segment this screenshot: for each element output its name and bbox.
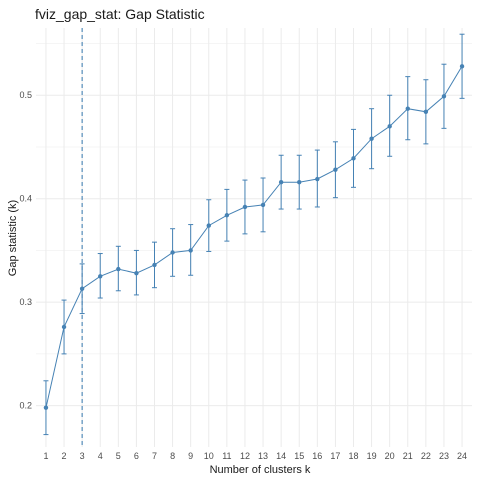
data-point-8 — [170, 250, 175, 255]
y-tick-labels: 0.2 0.3 0.4 0.5 — [19, 90, 32, 410]
x-tick-label-19: 20 — [385, 451, 395, 461]
x-tick-label-0: 1 — [43, 451, 48, 461]
x-tick-label-1: 2 — [62, 451, 67, 461]
grid-lines — [36, 28, 472, 447]
data-point-18 — [351, 156, 356, 161]
data-point-14 — [278, 179, 284, 185]
x-tick-label-11: 12 — [240, 451, 250, 461]
x-tick-label-14: 15 — [294, 451, 304, 461]
data-point-5 — [116, 266, 121, 272]
x-tick-label-6: 7 — [152, 451, 157, 461]
y-tick-label-2: 0.4 — [19, 194, 32, 204]
x-axis-title: Number of clusters k — [210, 464, 311, 476]
data-point-10 — [206, 223, 211, 228]
x-tick-label-17: 18 — [348, 451, 358, 461]
series-layer — [45, 66, 463, 408]
data-point-9 — [188, 248, 193, 253]
y-tick-label-0: 0.2 — [19, 401, 32, 411]
data-point-4 — [98, 274, 103, 279]
data-point-3 — [79, 286, 85, 291]
data-point-2 — [61, 324, 67, 330]
data-point-1 — [43, 405, 49, 410]
data-point-19 — [369, 136, 374, 141]
x-tick-label-16: 17 — [330, 451, 340, 461]
x-tick-label-9: 10 — [204, 451, 214, 461]
data-point-16 — [315, 176, 320, 182]
series-line — [45, 66, 463, 408]
x-tick-label-12: 13 — [258, 451, 268, 461]
chart-title: fviz_gap_stat: Gap Statistic — [35, 6, 205, 22]
x-tick-label-13: 14 — [276, 451, 286, 461]
data-point-22 — [423, 109, 429, 115]
x-tick-label-18: 19 — [367, 451, 377, 461]
x-tick-label-15: 16 — [312, 451, 322, 461]
x-tick-label-2: 3 — [80, 451, 85, 461]
data-point-12 — [242, 204, 248, 210]
x-tick-label-22: 23 — [439, 451, 449, 461]
data-point-6 — [134, 270, 139, 276]
data-point-15 — [297, 179, 302, 185]
x-tick-label-21: 22 — [421, 451, 431, 461]
data-point-23 — [441, 94, 447, 99]
x-tick-label-5: 6 — [134, 451, 139, 461]
data-point-11 — [224, 213, 230, 218]
y-tick-label-1: 0.3 — [19, 297, 32, 307]
x-tick-label-8: 9 — [188, 451, 193, 461]
error-bars — [43, 33, 465, 436]
x-tick-label-4: 5 — [116, 451, 121, 461]
data-point-24 — [459, 64, 465, 69]
x-tick-label-23: 24 — [457, 451, 467, 461]
data-point-21 — [405, 106, 410, 111]
x-tick-label-20: 21 — [403, 451, 413, 461]
x-tick-label-7: 8 — [170, 451, 175, 461]
x-tick-label-3: 4 — [98, 451, 103, 461]
x-tick-label-10: 11 — [222, 451, 231, 461]
data-point-13 — [260, 202, 266, 208]
x-tick-labels: 1 2 3 4 5 6 7 8 9 10 11 12 13 14 15 16 17 18 19 20 21 22 23 24 — [43, 451, 467, 461]
y-axis-title: Gap statistic (k) — [7, 200, 19, 276]
data-points — [43, 64, 465, 410]
data-point-20 — [387, 124, 392, 129]
y-tick-label-3: 0.5 — [19, 90, 32, 100]
data-point-7 — [152, 262, 157, 268]
data-point-17 — [333, 167, 338, 172]
